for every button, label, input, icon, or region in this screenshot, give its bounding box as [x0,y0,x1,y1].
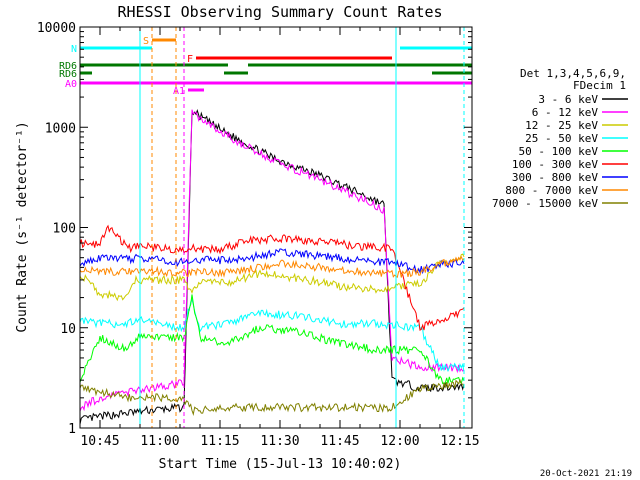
series-line [79,109,465,412]
y-tick-label: 1 [68,422,76,437]
series-line [79,253,465,302]
flag-label: RD6 [59,61,77,72]
chart-title: RHESSI Observing Summary Count Rates [117,3,442,21]
x-tick-label: 12:00 [380,434,419,449]
y-tick-label: 1000 [45,121,76,136]
y-tick-label: 10000 [37,21,76,36]
x-tick-label: 11:00 [140,434,179,449]
legend-entry-label: 25 - 50 keV [525,132,598,145]
series-line [79,224,465,331]
series-line [79,255,465,278]
legend-entry-label: 12 - 25 keV [525,119,598,132]
legend-header: Det 1,3,4,5,6,9, [520,67,626,80]
series-line [79,298,465,373]
legend-entry-label: 50 - 100 keV [519,145,599,158]
flag-label: S [143,36,149,47]
x-tick-label: 12:15 [440,434,479,449]
x-tick-label: 11:45 [320,434,359,449]
flag-label: A0 [65,79,77,90]
legend-entry-label: 300 - 800 keV [512,171,598,184]
flag-label: F [187,54,193,65]
x-tick-label: 10:45 [80,434,119,449]
legend-entry-label: 800 - 7000 keV [505,184,598,197]
series-layer [79,109,465,425]
series-line [79,109,465,425]
legend-entry-label: 100 - 300 keV [512,158,598,171]
y-axis-label: Count Rate (s⁻¹ detector⁻¹) [15,121,30,332]
series-line [79,294,465,385]
flag-label: RD6 [59,69,77,80]
axes-layer: 1 10 100 1000 10000 10:45 11:00 11:15 11:30 11:45… [37,21,480,449]
flag-label: A1 [173,86,185,97]
series-line [79,248,465,275]
y-tick-label: 10 [60,322,76,337]
legend-header: FDecim 1 [573,79,626,92]
x-tick-label: 11:30 [260,434,299,449]
x-axis-label: Start Time (15-Jul-13 10:40:02) [159,457,402,472]
series-line [79,378,465,416]
legend-entry-label: 6 - 12 keV [532,106,599,119]
y-tick-label: 100 [53,222,76,237]
flag-label: N [71,44,77,55]
legend-entry-label: 7000 - 15000 keV [492,197,598,210]
legend-entry-label: 3 - 6 keV [538,93,598,106]
footer-date: 20-Oct-2021 21:19 [540,469,632,479]
x-tick-label: 11:15 [200,434,239,449]
